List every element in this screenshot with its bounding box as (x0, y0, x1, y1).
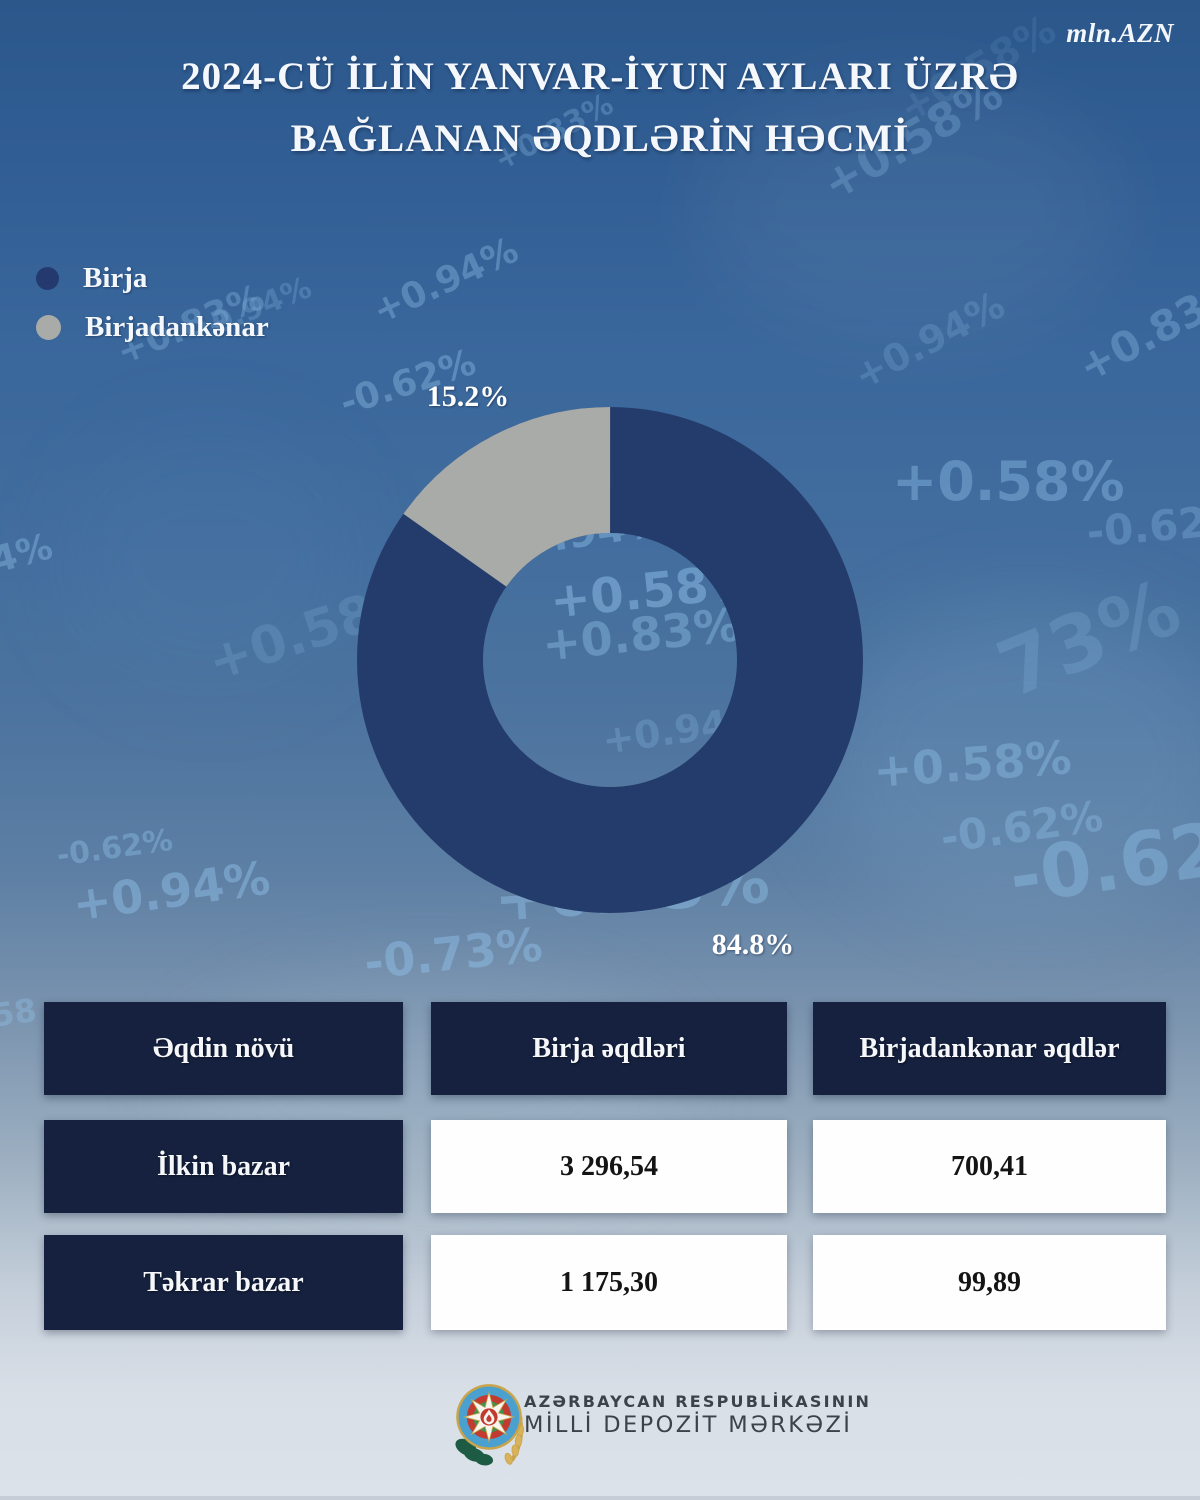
legend-swatch-birjadankenar (36, 314, 61, 340)
ticker-text: -0.73% (361, 917, 545, 990)
legend-item-birja: Birja (36, 260, 269, 296)
ticker-text: +0.58% (871, 730, 1074, 798)
ticker-text: -0.62% (54, 822, 175, 874)
ticker-text: +0.94% (69, 850, 274, 932)
slice-label-birjadankenar: 15.2% (426, 380, 510, 413)
title-line-1: 2024-CÜ İLİN YANVAR-İYUN AYLARI ÜZRƏ (181, 55, 1019, 98)
background-haze (820, 600, 1200, 920)
ticker-text: +0.83% (1070, 263, 1200, 392)
org-name-line-2: MİLLİ DEPOZİT MƏRKƏZİ (524, 1412, 853, 1438)
legend-label-birja: Birja (83, 261, 148, 294)
azerbaijan-coat-of-arms-icon (455, 1384, 525, 1466)
ticker-text: -0.62% (1004, 796, 1200, 922)
ticker-text: +0.94% (366, 229, 525, 333)
table-value-secondary-exchange: 1 175,30 (431, 1235, 787, 1330)
table-value-primary-exchange: 3 296,54 (431, 1120, 787, 1213)
org-name-line-1: AZƏRBAYCAN RESPUBLİKASININ (524, 1392, 872, 1411)
bottom-edge-strip (0, 1496, 1200, 1500)
table-value-primary-otc: 700,41 (813, 1120, 1166, 1213)
ticker-text: 58 (0, 990, 39, 1035)
table-value-secondary-otc: 99,89 (813, 1235, 1166, 1330)
org-name: AZƏRBAYCAN RESPUBLİKASININ MİLLİ DEPOZİT… (524, 1392, 871, 1439)
legend-label-birjadankenar: Birjadankənar (85, 310, 269, 343)
footer: AZƏRBAYCAN RESPUBLİKASININ MİLLİ DEPOZİT… (0, 1372, 1200, 1482)
slice-label-birja: 84.8% (711, 928, 795, 961)
unit-label: mln.AZN (1066, 18, 1174, 48)
table-header-otc-deals: Birjadankənar əqdlər (813, 1002, 1166, 1095)
ticker-text: 73% (985, 562, 1193, 716)
ticker-text: -0.62% (937, 791, 1106, 863)
table-header-exchange-deals: Birja əqdləri (431, 1002, 787, 1095)
table-row-label-primary-market: İlkin bazar (44, 1120, 403, 1213)
table-row-label-secondary-market: Təkrar bazar (44, 1235, 403, 1330)
title-line-2: BAĞLANAN ƏQDLƏRİN HƏCMİ (290, 117, 910, 160)
legend-swatch-birja (36, 266, 59, 290)
ticker-text: +0.58% (892, 450, 1125, 513)
background-haze (60, 430, 360, 690)
ticker-text: 4% (0, 526, 57, 582)
legend-item-birjadankenar: Birjadankənar (36, 309, 269, 345)
table-header-deal-type: Əqdin növü (44, 1002, 403, 1095)
chart-legend: Birja Birjadankənar (36, 260, 269, 358)
ticker-text: -0.62 (1084, 497, 1200, 557)
donut-chart (357, 407, 863, 913)
page-title: 2024-CÜ İLİN YANVAR-İYUN AYLARI ÜZRƏ BAĞ… (0, 54, 1200, 161)
ticker-text: +0.94% (846, 282, 1012, 399)
